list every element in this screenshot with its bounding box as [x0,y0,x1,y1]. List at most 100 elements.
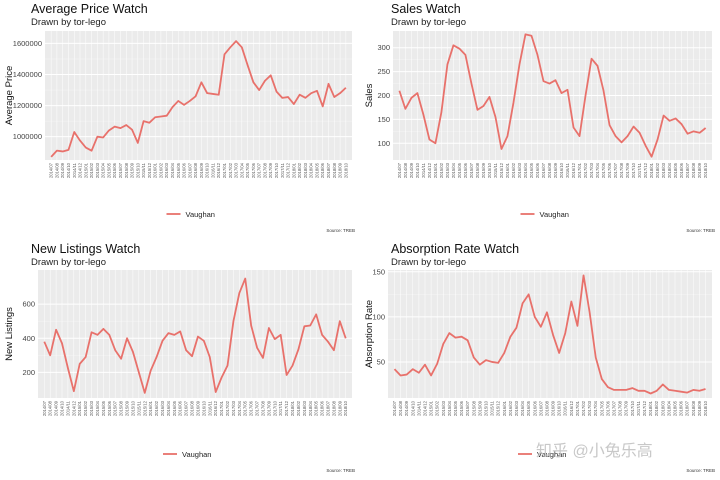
legend: Vaughan [163,450,211,459]
legend-label-vaughan: Vaughan [182,450,211,459]
x-tick-label: 2017/08 [619,162,624,178]
x-tick-label: 2016/05 [176,162,181,178]
x-tick-label: 2016/02 [508,400,513,416]
x-tick-label: 2018/09 [697,162,702,178]
x-tick-label: 2015/07 [469,162,474,178]
x-tick-label: 2018/02 [655,162,660,178]
x-tick-label: 2015/02 [439,162,444,178]
x-tick-label: 2017/09 [624,400,629,416]
x-tick-label: 2017/07 [613,162,618,178]
x-tick-label: 2015/04 [101,162,106,178]
x-tick-label: 2017/09 [266,400,271,416]
x-tick-label: 2018/10 [343,162,348,178]
x-tick-label: 2016/08 [547,162,552,178]
y-axis-label: Absorption Rate [364,300,375,368]
series-line-vaughan [43,277,347,394]
x-tick-label: 2018/07 [685,400,690,416]
x-tick-label: 2017/04 [595,162,600,178]
x-tick-label: 2016/01 [153,162,158,178]
x-tick-label: 2014/10 [410,400,415,416]
x-tick-label: 2016/03 [160,400,165,416]
x-tick-label: 2016/05 [172,400,177,416]
x-tick-label: 2015/04 [447,400,452,416]
x-tick-label: 2015/05 [106,162,111,178]
x-tick-label: 2017/12 [643,162,648,178]
x-tick-label: 2016/03 [164,162,169,178]
x-tick-label: 2017/02 [225,400,230,416]
chart-subtitle: Drawn by tor-lego [31,17,106,28]
x-tick-label: 2016/04 [520,400,525,416]
x-tick-label: 2015/12 [499,162,504,178]
x-tick-label: 2017/03 [589,162,594,178]
x-tick-label: 2018/05 [314,400,319,416]
x-tick-label: 2015/08 [471,400,476,416]
x-tick-label: 2018/09 [338,162,343,178]
x-tick-label: 2018/08 [332,162,337,178]
x-tick-label: 2017/10 [630,400,635,416]
x-tick-label: 2017/03 [231,400,236,416]
x-tick-label: 2017/11 [637,162,642,177]
x-tick-label: 2016/02 [511,162,516,178]
x-tick-label: 2017/06 [605,400,610,416]
chart-subtitle: Drawn by tor-lego [391,257,466,268]
x-tick-label: 2014/11 [65,400,70,415]
x-tick-label: 2015/01 [433,162,438,178]
y-tick-label: 100 [372,312,385,321]
x-tick-label: 2016/06 [178,400,183,416]
x-tick-label: 2018/05 [673,162,678,178]
x-tick-label: 2016/01 [502,400,507,416]
x-tick-label: 2015/06 [459,400,464,416]
x-tick-label: 2017/07 [257,162,262,178]
x-tick-label: 2017/11 [636,400,641,415]
x-tick-label: 2015/12 [142,400,147,416]
chart-title: Absorption Rate Watch [391,242,519,256]
y-tick-label: 1600000 [13,39,42,48]
x-tick-label: 2014/08 [54,162,59,178]
series-line-vaughan [393,274,706,395]
x-tick-label: 2016/02 [158,162,163,178]
x-tick-label: 2018/02 [654,400,659,416]
x-tick-label: 2014/11 [416,400,421,415]
x-tick-label: 2018/01 [648,400,653,416]
x-tick-label: 2015/11 [141,162,146,177]
y-tick-label: 300 [377,43,390,52]
x-tick-label: 2017/09 [625,162,630,178]
x-tick-label: 2015/02 [435,400,440,416]
x-tick-label: 2015/12 [147,162,152,178]
x-tick-label: 2016/10 [201,400,206,416]
x-tick-label: 2015/10 [135,162,140,178]
x-tick-label: 2015/09 [477,400,482,416]
x-tick-label: 2016/05 [529,162,534,178]
x-tick-label: 2017/08 [260,400,265,416]
x-tick-label: 2014/10 [60,400,65,416]
legend: Vaughan [520,210,569,219]
x-tick-label: 2015/11 [490,400,495,415]
x-tick-label: 2015/02 [83,400,88,416]
x-tick-label: 2015/08 [475,162,480,178]
x-tick-label: 2017/04 [239,162,244,178]
x-tick-label: 2015/03 [89,400,94,416]
x-tick-label: 2016/06 [182,162,187,178]
x-tick-label: 2014/12 [78,162,83,178]
x-tick-label: 2018/07 [325,400,330,416]
x-tick-label: 2018/08 [691,400,696,416]
x-tick-label: 2018/02 [296,400,301,416]
x-tick-label: 2018/10 [343,400,348,416]
x-tick-label: 2016/04 [170,162,175,178]
chart-subtitle: Drawn by tor-lego [391,17,466,28]
x-tick-label: 2017/04 [237,400,242,416]
x-tick-label: 2018/09 [337,400,342,416]
x-tick-label: 2017/01 [222,162,227,178]
x-tick-label: 2017/09 [268,162,273,178]
x-tick-label: 2016/11 [563,400,568,415]
x-tick-label: 2018/10 [703,400,708,416]
x-tick-label: 2014/08 [48,400,53,416]
y-axis-label: Sales [364,83,375,107]
legend: Vaughan [518,450,566,459]
x-tick-label: 2017/03 [587,400,592,416]
x-tick-label: 2015/06 [107,400,112,416]
x-tick-label: 2016/03 [517,162,522,178]
x-tick-label: 2014/09 [54,400,59,416]
y-axis-label: New Listings [4,307,15,361]
x-tick-label: 2014/07 [49,162,54,178]
